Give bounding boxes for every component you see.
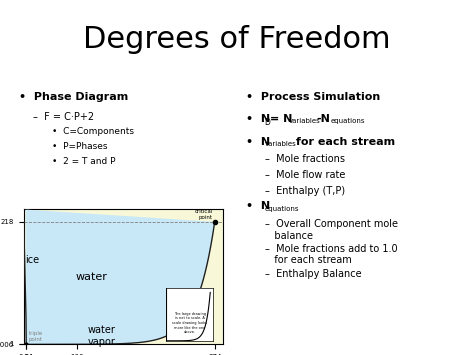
Text: •  N: • N: [246, 137, 271, 147]
Text: •  N: • N: [246, 114, 271, 124]
Text: critical
point: critical point: [194, 209, 213, 219]
Text: •  Phase Diagram: • Phase Diagram: [19, 92, 128, 102]
Text: •  2 = T and P: • 2 = T and P: [52, 157, 116, 165]
Text: •  C=Components: • C=Components: [52, 127, 134, 136]
Text: –  Mole flow rate: – Mole flow rate: [265, 170, 346, 180]
Text: for each stream: for each stream: [292, 137, 396, 147]
Text: triple
point: triple point: [29, 331, 43, 342]
Text: •  N: • N: [246, 201, 271, 211]
Text: variables: variables: [289, 118, 321, 124]
Text: –  F = C·P+2: – F = C·P+2: [33, 112, 94, 122]
Text: The large drawing
is not to scale. A
scale drawing looks
more like the one
above: The large drawing is not to scale. A sca…: [172, 312, 207, 334]
Text: = N: = N: [270, 114, 292, 124]
Text: water: water: [76, 272, 108, 282]
Text: -N: -N: [317, 114, 330, 124]
Text: •  P=Phases: • P=Phases: [52, 142, 108, 151]
Text: Degrees of Freedom: Degrees of Freedom: [83, 25, 391, 54]
Text: ice: ice: [25, 255, 39, 265]
Text: equations: equations: [264, 206, 299, 212]
Text: •  Process Simulation: • Process Simulation: [246, 92, 381, 102]
Text: –  Mole fractions: – Mole fractions: [265, 154, 346, 164]
Text: equations: equations: [331, 118, 365, 124]
Text: –  Overall Component mole
   balance: – Overall Component mole balance: [265, 219, 399, 241]
Text: variables: variables: [264, 141, 296, 147]
Text: D: D: [264, 118, 270, 127]
Text: –  Enthalpy (T,P): – Enthalpy (T,P): [265, 186, 346, 196]
Polygon shape: [24, 209, 26, 344]
Text: –  Enthalpy Balance: – Enthalpy Balance: [265, 269, 362, 279]
Text: water
vapor: water vapor: [88, 325, 116, 347]
Text: –  Mole fractions add to 1.0
   for each stream: – Mole fractions add to 1.0 for each str…: [265, 244, 398, 266]
Polygon shape: [24, 209, 215, 344]
